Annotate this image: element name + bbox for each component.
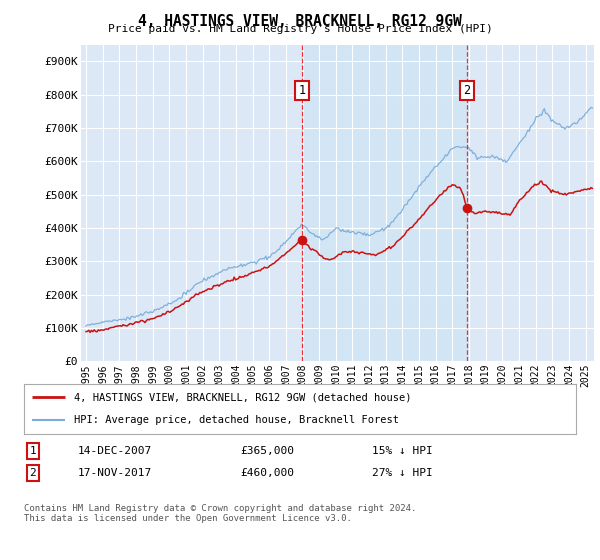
Text: £365,000: £365,000 [240, 446, 294, 456]
Text: HPI: Average price, detached house, Bracknell Forest: HPI: Average price, detached house, Brac… [74, 416, 398, 426]
Text: 2: 2 [464, 84, 470, 97]
Text: 2: 2 [29, 468, 37, 478]
Text: Price paid vs. HM Land Registry's House Price Index (HPI): Price paid vs. HM Land Registry's House … [107, 24, 493, 34]
Text: 1: 1 [298, 84, 305, 97]
Text: 27% ↓ HPI: 27% ↓ HPI [372, 468, 433, 478]
Text: 4, HASTINGS VIEW, BRACKNELL, RG12 9GW (detached house): 4, HASTINGS VIEW, BRACKNELL, RG12 9GW (d… [74, 392, 411, 402]
Text: 17-NOV-2017: 17-NOV-2017 [78, 468, 152, 478]
Text: 14-DEC-2007: 14-DEC-2007 [78, 446, 152, 456]
Text: 4, HASTINGS VIEW, BRACKNELL, RG12 9GW: 4, HASTINGS VIEW, BRACKNELL, RG12 9GW [138, 14, 462, 29]
Text: 1: 1 [29, 446, 37, 456]
Text: £460,000: £460,000 [240, 468, 294, 478]
Text: 15% ↓ HPI: 15% ↓ HPI [372, 446, 433, 456]
Bar [302, 45, 467, 361]
Text: Contains HM Land Registry data © Crown copyright and database right 2024.
This d: Contains HM Land Registry data © Crown c… [24, 504, 416, 524]
